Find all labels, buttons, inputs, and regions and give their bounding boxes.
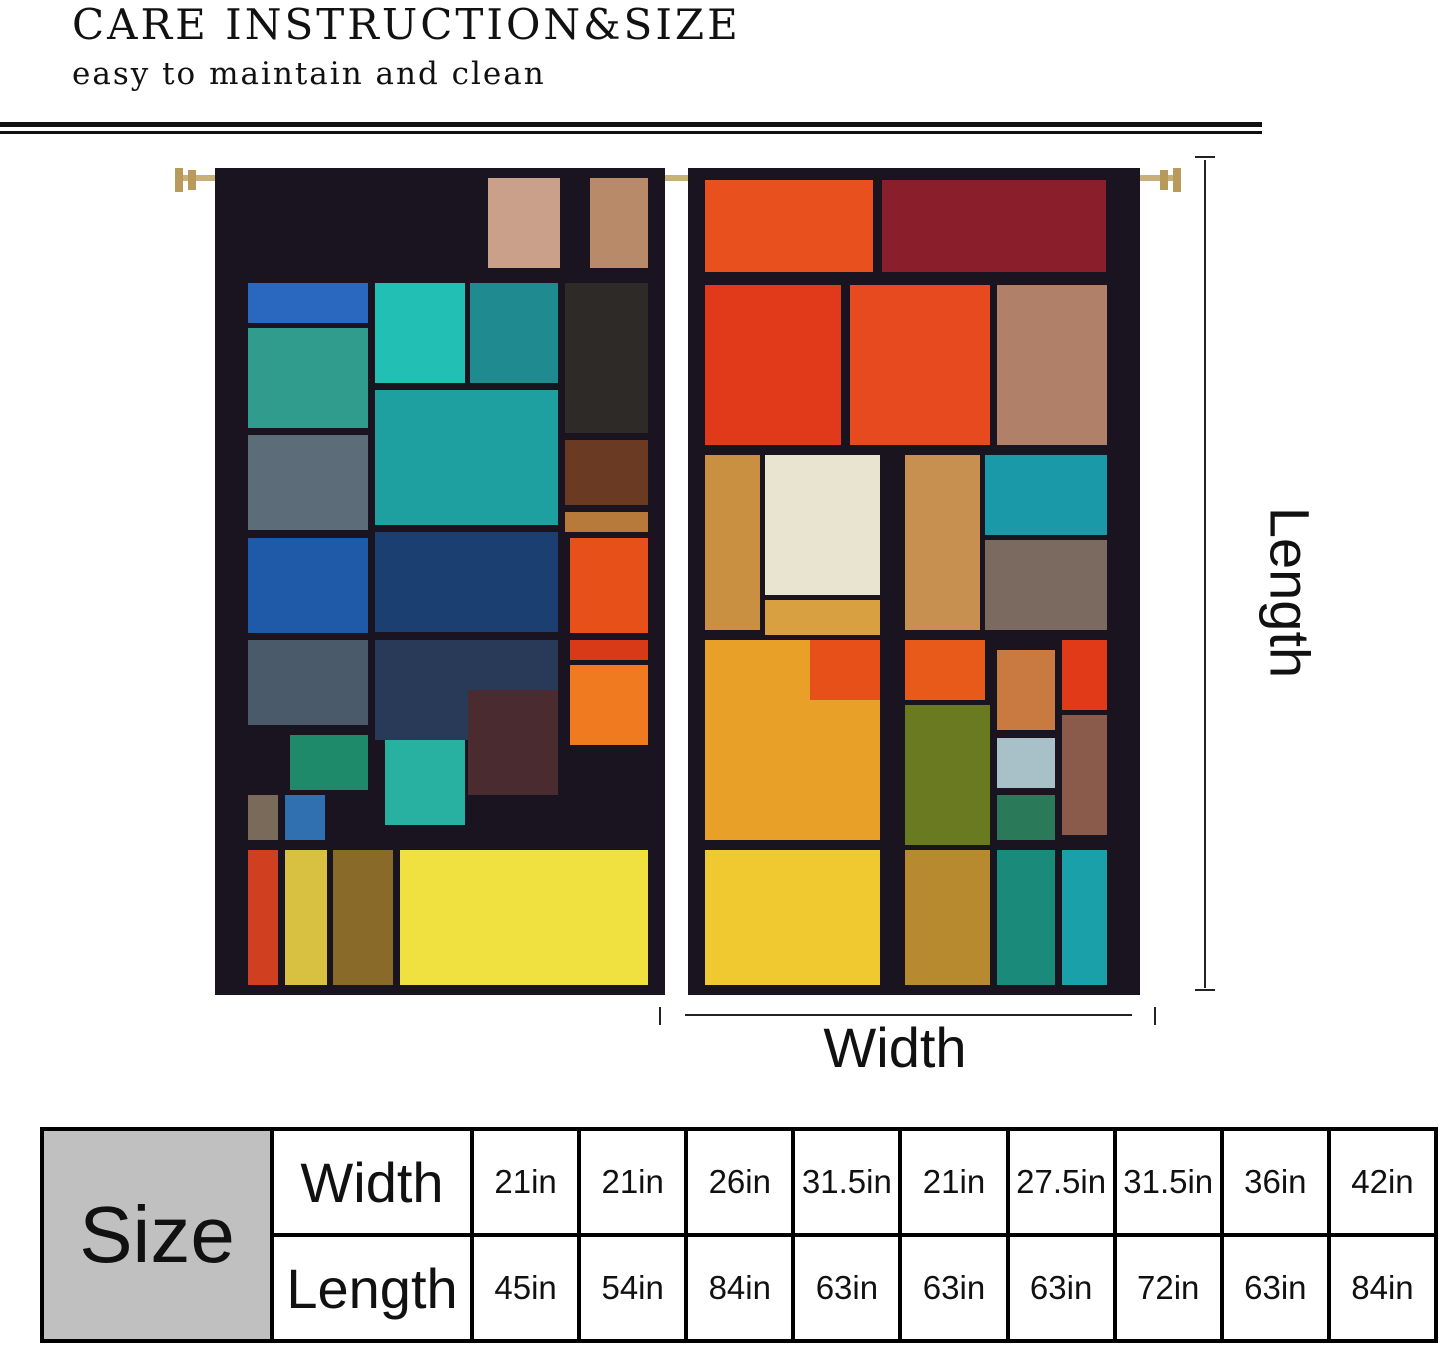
length-cell: 45in: [469, 1233, 582, 1343]
left-curtain-panel: [215, 168, 665, 995]
length-cell: 63in: [791, 1233, 903, 1343]
length-cell: 63in: [1005, 1233, 1117, 1343]
divider-thin: [0, 131, 1262, 134]
length-cell: 63in: [1219, 1233, 1331, 1343]
width-cell: 31.5in: [791, 1127, 903, 1237]
length-row: Length 45in 54in 84in 63in 63in 63in 72i…: [42, 1233, 1439, 1343]
width-cell: 21in: [577, 1127, 689, 1237]
curtain-rod: [175, 168, 1181, 192]
length-cell: 63in: [898, 1233, 1010, 1343]
page-title: CARE INSTRUCTION&SIZE: [72, 0, 741, 49]
width-row: Size Width 21in 21in 26in 31.5in 21in 27…: [40, 1127, 1439, 1343]
width-cell: 31.5in: [1112, 1127, 1224, 1237]
length-cell: 84in: [684, 1233, 796, 1343]
length-header: Length: [270, 1233, 474, 1343]
curtain-illustration: [175, 156, 1215, 1025]
width-dimension-label: Width: [823, 1016, 967, 1079]
width-cell: 27.5in: [1005, 1127, 1117, 1237]
length-dimension-line: [1195, 156, 1215, 991]
size-table: Size Width 21in 21in 26in 31.5in 21in 27…: [40, 1127, 1439, 1343]
length-cell: 54in: [577, 1233, 689, 1343]
width-cell: 26in: [684, 1127, 796, 1237]
width-cell: 36in: [1219, 1127, 1331, 1237]
divider-thick: [0, 122, 1262, 127]
size-label: Size: [40, 1127, 274, 1343]
width-cell: 42in: [1326, 1127, 1439, 1237]
length-dimension-label: Length: [1258, 506, 1322, 679]
right-curtain-panel: [688, 168, 1140, 995]
width-header: Width: [270, 1127, 474, 1237]
width-cell: 21in: [898, 1127, 1010, 1237]
width-dimension-line: [659, 1007, 1156, 1025]
length-cell: 84in: [1326, 1233, 1439, 1343]
page-subtitle: easy to maintain and clean: [72, 56, 546, 92]
length-cell: 72in: [1112, 1233, 1224, 1343]
width-cell: 21in: [469, 1127, 582, 1237]
